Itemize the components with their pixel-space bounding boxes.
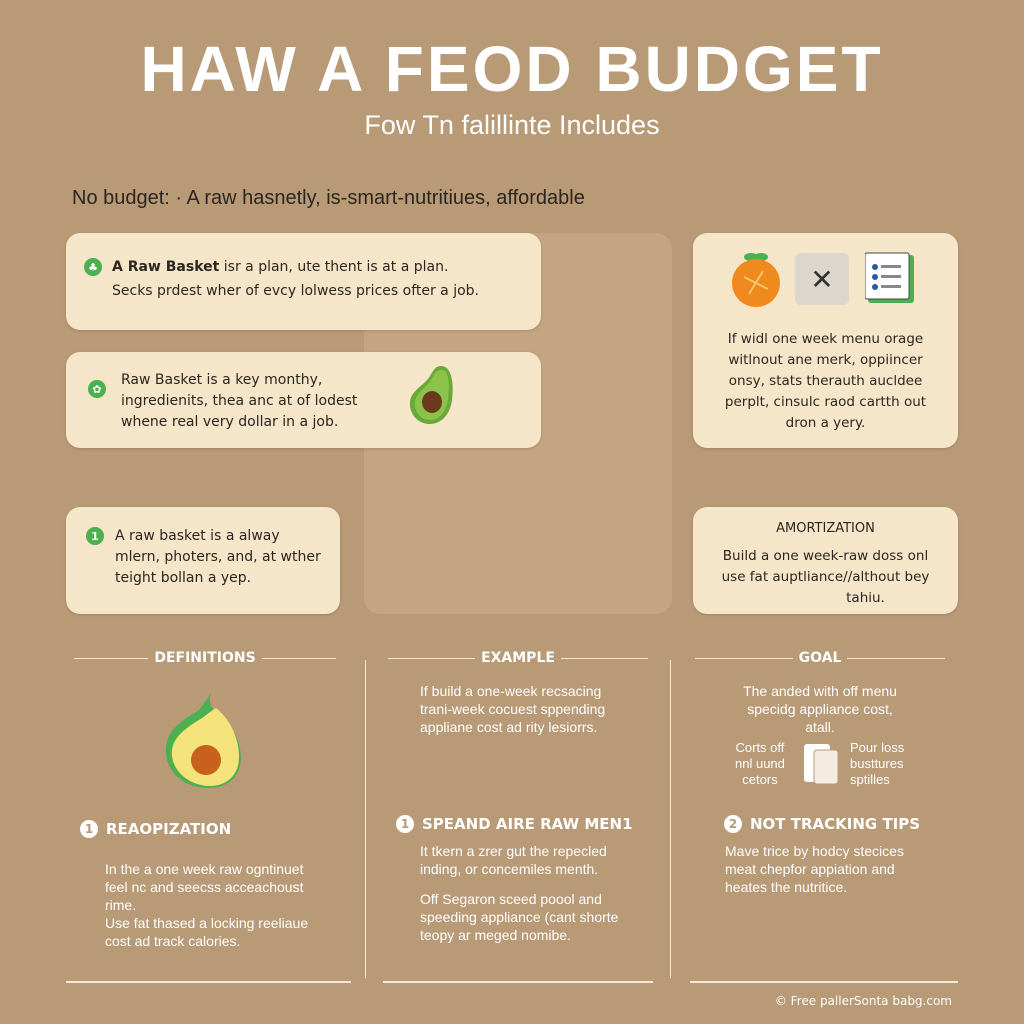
column-text: teopy ar meged nomibe. — [420, 927, 571, 943]
column-text: If build a one-week recsacing — [420, 683, 602, 699]
column-heading: DEFINITIONS — [154, 650, 256, 666]
card-raw-basket-note: 1 A raw basket is a alway mlern, photers… — [66, 507, 340, 614]
column-text: heates the nutritice. — [725, 879, 848, 895]
column-text: It tkern a zrer gut the repecled — [420, 843, 607, 859]
intro-text: No budget: · A raw hasnetly, is-smart-nu… — [72, 187, 585, 209]
orange-icon — [732, 253, 780, 307]
card-text: perplt, cinsulc raod cartth out — [724, 394, 927, 410]
column-definitions: DEFINITIONS — [74, 650, 336, 666]
column-goal: GOAL — [695, 650, 945, 666]
bottom-rule — [66, 981, 351, 983]
card-weekly-menu: ✕ If widl one week menu orage witlnout a… — [693, 233, 958, 448]
number-badge: 1 — [396, 815, 414, 833]
column-text: atall. — [805, 719, 835, 735]
card-title: AMORTIZATION — [776, 521, 875, 536]
section-title: SPEAND AIRE RAW MEN1 — [422, 815, 633, 833]
column-heading: EXAMPLE — [481, 650, 555, 666]
card-text: Build a one week-raw doss onl — [722, 548, 929, 564]
page-title: HAW A FEOD BUDGET — [140, 33, 884, 105]
column-text: trani-week cocuest sppending — [420, 701, 606, 717]
column-text: In the a one week raw ogntinuet — [105, 861, 304, 877]
notepad-icon — [865, 252, 914, 303]
card-text: teight bollan a yep. — [115, 570, 252, 586]
column-divider — [670, 660, 671, 978]
avocado-icon — [409, 366, 453, 424]
column-example: EXAMPLE — [388, 650, 648, 666]
column-text: specidg appliance cost, — [747, 701, 893, 717]
card-text: isr a plan, ute thent is at a plan. — [219, 259, 449, 275]
column-text: speeding appliance (cant shorte — [420, 909, 619, 925]
column-text: Mave trice by hodcy stecices — [725, 843, 904, 859]
column-heading: GOAL — [798, 650, 842, 666]
page-subtitle: Fow Tn falillinte Includes — [364, 110, 660, 140]
goal-label: busttures — [850, 756, 904, 771]
card-amortization: AMORTIZATION Build a one week-raw doss o… — [693, 507, 958, 614]
card-text: Secks prdest wher of evcy lolwess prices… — [112, 283, 480, 299]
sprout-icon: ✿ — [88, 380, 106, 398]
number-badge: 1 — [86, 527, 104, 545]
leaf-icon: ♣ — [84, 258, 102, 276]
section-title: NOT TRACKING TIPS — [750, 815, 921, 833]
column-text: meat chepfor appiation and — [725, 861, 895, 877]
column-text: cost ad track calories. — [105, 933, 241, 949]
column-text: inding, or concemiles menth. — [420, 861, 599, 877]
card-text: onsy, stats therauth aucldee — [728, 373, 923, 389]
goal-label: sptilles — [850, 772, 890, 787]
number-badge: 2 — [724, 815, 742, 833]
bottom-rule — [383, 981, 653, 983]
card-text: Raw Basket is a key monthy, — [121, 372, 323, 388]
card-raw-basket-definition: ♣ A Raw Basket isr a plan, ute thent is … — [66, 233, 541, 330]
card-bold-term: A Raw Basket — [112, 259, 220, 275]
goal-label: cetors — [742, 772, 778, 787]
bottom-rule — [690, 981, 958, 983]
goal-label: nnl uund — [735, 756, 785, 771]
column-text: rime. — [105, 897, 137, 913]
column-text: appliane cost ad rity lesiorrs. — [420, 719, 598, 735]
spacer — [420, 878, 618, 890]
footer-credit: © Free pallerSonta babg.com — [774, 994, 952, 1008]
utensils-icon: ✕ — [795, 253, 849, 305]
number-badge: 1 — [80, 820, 98, 838]
column-text: feel nc and seecss acceachoust — [105, 879, 304, 895]
card-text: If widl one week menu orage — [727, 331, 924, 347]
card-text: witlnout ane merk, oppiincer — [728, 352, 923, 368]
column-text: Use fat thased a locking reeliaue — [105, 915, 309, 931]
column-text: Off Segaron sceed poool and — [420, 891, 602, 907]
card-text: A raw basket is a alway — [115, 528, 280, 544]
card-raw-basket-monthly: ✿ Raw Basket is a key monthy, ingredieni… — [66, 352, 541, 448]
goal-label: Corts off — [735, 740, 785, 755]
documents-icon — [804, 744, 839, 785]
column-divider — [365, 660, 366, 978]
goal-label: Pour loss — [850, 740, 905, 755]
card-text: ingredienits, thea anc at of lodest — [121, 393, 358, 409]
card-text: dron a yery. — [785, 415, 866, 431]
column-text: The anded with off menu — [743, 683, 897, 699]
card-text: mlern, photers, and, at wther — [115, 549, 321, 565]
avocado-icon — [165, 692, 241, 788]
card-text: use fat auptliance//althout bey — [721, 569, 930, 585]
card-text: tahiu. — [846, 590, 885, 606]
card-text: whene real very dollar in a job. — [121, 414, 339, 430]
section-title: REAOPIZATION — [106, 820, 232, 838]
